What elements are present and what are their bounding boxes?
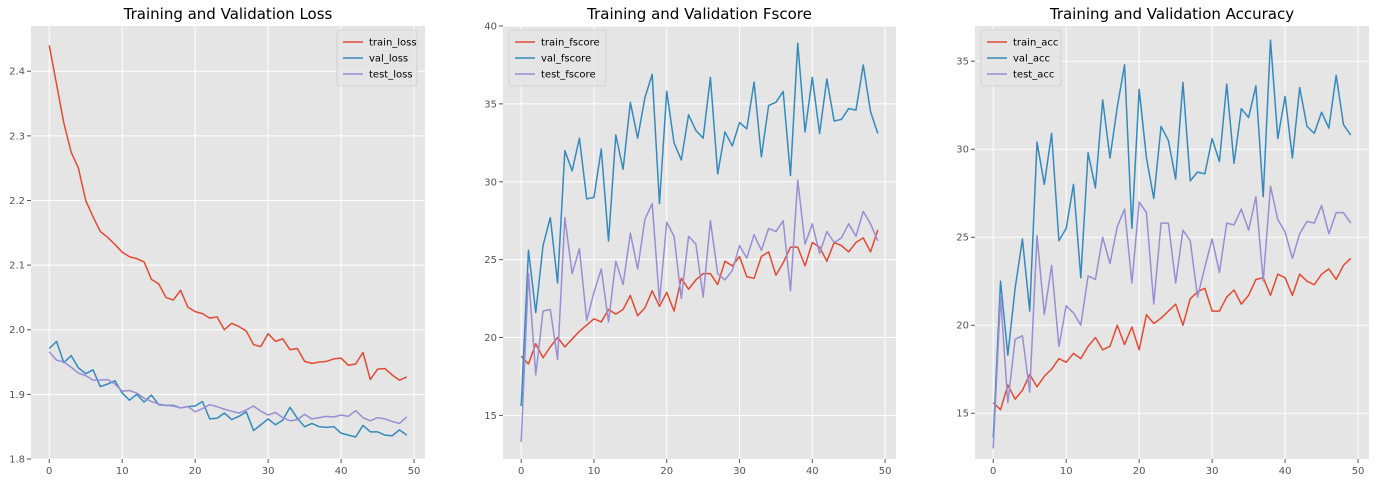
y-tick-label-loss-3: 2.1: [9, 261, 25, 272]
y-tick-label-fscore-5: 40: [484, 22, 497, 33]
y-tick-label-loss-5: 2.3: [9, 131, 25, 142]
legend-label-train_fscore: train_fscore: [541, 38, 600, 49]
chart-title-accuracy: Training and Validation Accuracy: [1049, 5, 1294, 23]
y-tick-label-loss-6: 2.4: [9, 67, 25, 78]
x-tick-label-fscore-2: 20: [660, 466, 673, 477]
series-line-test_acc: [992, 185, 1352, 449]
x-tick-label-accuracy-5: 50: [1352, 466, 1365, 477]
y-tick-label-accuracy-4: 35: [956, 57, 969, 68]
legend-label-val_fscore: val_fscore: [541, 54, 591, 65]
y-tick-label-fscore-3: 30: [484, 177, 497, 188]
legend-loss: train_loss val_loss test_loss: [336, 29, 418, 87]
y-tick-label-accuracy-0: 15: [956, 409, 969, 420]
legend-box-fscore: [508, 29, 607, 87]
x-tick-label-loss-0: 0: [46, 466, 52, 477]
series-line-val_loss: [48, 340, 408, 438]
legend-label-test_loss: test_loss: [369, 70, 413, 81]
x-tick-label-loss-4: 40: [335, 466, 348, 477]
x-tick-label-fscore-0: 0: [518, 466, 524, 477]
legend-label-train_loss: train_loss: [369, 38, 417, 49]
legend-fscore: train_fscore val_fscore test_fscore: [508, 29, 607, 87]
chart-loss: Training and Validation Loss 0 10 20 30 40 50…: [9, 5, 425, 477]
x-tick-label-fscore-4: 40: [806, 466, 819, 477]
chart-fscore: Training and Validation Fscore 0 10 20 30 40…: [484, 5, 896, 477]
x-tick-label-accuracy-0: 0: [990, 466, 996, 477]
legend-box-accuracy: [980, 29, 1062, 87]
x-tick-label-fscore-5: 50: [879, 466, 892, 477]
x-tick-label-loss-3: 30: [262, 466, 275, 477]
chart-title-loss: Training and Validation Loss: [123, 5, 333, 23]
x-tick-label-accuracy-3: 30: [1206, 466, 1219, 477]
legend-label-train_acc: train_acc: [1013, 38, 1058, 49]
x-tick-label-accuracy-4: 40: [1279, 466, 1292, 477]
legend-accuracy: train_acc val_acc test_acc: [980, 29, 1062, 87]
y-tick-label-fscore-2: 25: [484, 255, 497, 266]
plot-area-fscore: [503, 26, 896, 459]
y-tick-label-loss-4: 2.2: [9, 196, 25, 207]
y-tick-label-accuracy-2: 25: [956, 233, 969, 244]
series-line-train_acc: [992, 257, 1352, 411]
y-tick-label-accuracy-1: 20: [956, 321, 969, 332]
x-tick-label-accuracy-2: 20: [1133, 466, 1146, 477]
legend-label-test_acc: test_acc: [1013, 70, 1054, 81]
y-tick-label-loss-0: 1.8: [9, 455, 25, 466]
x-tick-label-loss-2: 20: [189, 466, 202, 477]
series-line-test_fscore: [520, 179, 879, 442]
y-tick-label-fscore-1: 20: [484, 333, 497, 344]
series-line-test_loss: [48, 351, 408, 425]
x-tick-label-loss-1: 10: [116, 466, 129, 477]
series-line-val_acc: [992, 39, 1352, 438]
y-tick-label-loss-1: 1.9: [9, 390, 25, 401]
y-tick-label-fscore-0: 15: [484, 411, 497, 422]
legend-box-loss: [336, 29, 418, 87]
y-tick-label-accuracy-3: 30: [956, 145, 969, 156]
plot-area-loss: [31, 26, 425, 459]
y-tick-label-loss-2: 2.0: [9, 325, 25, 336]
legend-label-val_loss: val_loss: [369, 54, 408, 65]
series-line-val_fscore: [520, 42, 879, 407]
x-tick-label-fscore-3: 30: [733, 466, 746, 477]
series-line-train_loss: [48, 45, 408, 381]
legend-label-test_fscore: test_fscore: [541, 70, 596, 81]
x-tick-label-loss-5: 50: [408, 466, 421, 477]
legend-label-val_acc: val_acc: [1013, 54, 1050, 65]
chart-title-fscore: Training and Validation Fscore: [586, 5, 812, 23]
x-tick-label-fscore-1: 10: [588, 466, 601, 477]
x-tick-label-accuracy-1: 10: [1060, 466, 1073, 477]
chart-accuracy: Training and Validation Accuracy 0 10 20 30…: [956, 5, 1369, 477]
y-tick-label-fscore-4: 35: [484, 99, 497, 110]
plot-area-accuracy: [975, 26, 1369, 459]
